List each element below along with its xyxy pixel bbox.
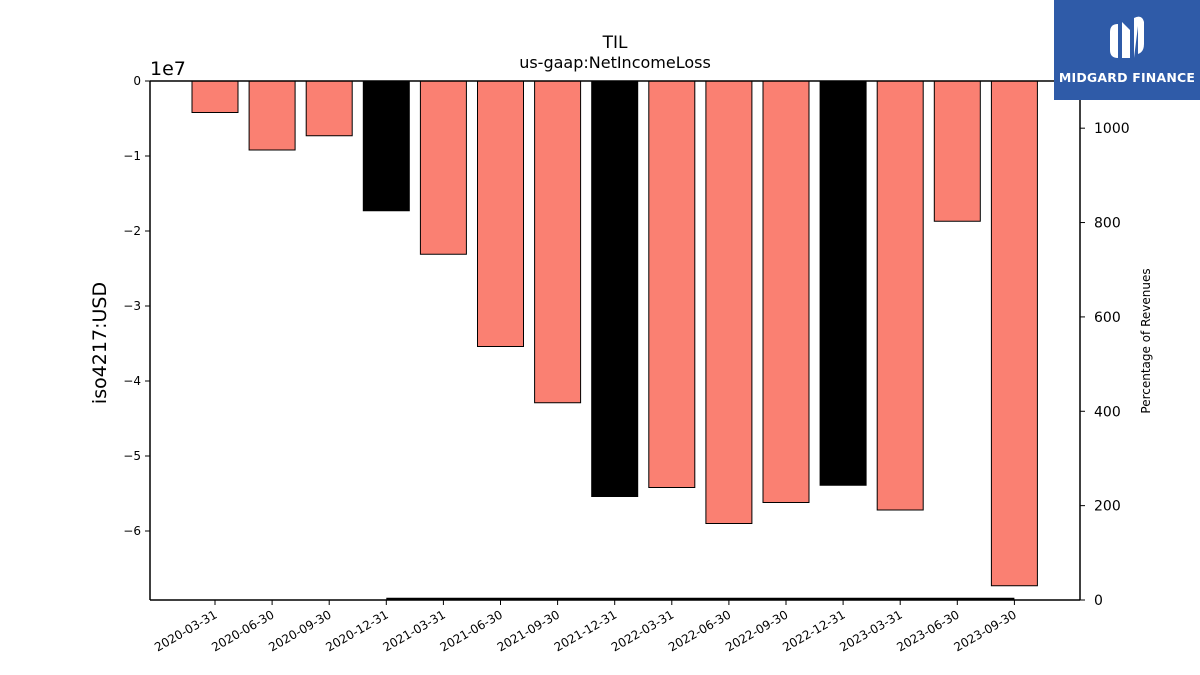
x-tick-label: 2022-09-30 <box>723 607 790 654</box>
bar-2023-06-30 <box>933 80 981 222</box>
bar-2020-06-30 <box>248 80 296 151</box>
bar-2023-09-30 <box>990 80 1038 587</box>
bar-2020-12-31 <box>362 80 410 212</box>
bar-2020-03-31 <box>191 80 239 113</box>
y-tick-label: −5 <box>123 449 141 463</box>
bar-2021-03-31 <box>419 80 467 255</box>
bar-2020-09-30 <box>305 80 353 137</box>
y-tick-label: −6 <box>123 524 141 538</box>
x-tick-label: 2021-06-30 <box>438 607 505 654</box>
y2-tick-label: 400 <box>1094 404 1121 420</box>
y2-tick-label: 200 <box>1094 499 1121 515</box>
y2-tick-label: 800 <box>1094 216 1121 232</box>
logo-text: MIDGARD FINANCE <box>1058 70 1196 85</box>
bar-2023-03-31 <box>876 80 924 511</box>
y-tick-label: −1 <box>123 149 141 163</box>
bar-2021-12-31 <box>591 80 639 497</box>
bar-2022-06-30 <box>705 80 753 524</box>
y-tick-label: −2 <box>123 224 141 238</box>
y2-tick-label: 600 <box>1094 310 1121 326</box>
bar-2021-06-30 <box>477 80 524 347</box>
midgard-logo-icon <box>1110 16 1144 59</box>
x-tick-label: 2020-09-30 <box>266 607 333 654</box>
bar-2022-09-30 <box>762 80 810 503</box>
y-tick-label: −3 <box>123 299 141 313</box>
chart-title: TIL <box>602 33 628 53</box>
x-tick-label: 2021-12-31 <box>552 607 619 654</box>
bar-2021-09-30 <box>534 80 582 404</box>
bar-2022-03-31 <box>648 80 696 488</box>
y2-tick-label: 1000 <box>1094 121 1130 137</box>
x-tick-label: 2021-03-31 <box>380 607 447 654</box>
y2-tick-label: 0 <box>1094 593 1103 609</box>
x-tick-label: 2022-06-30 <box>666 607 733 654</box>
x-tick-label: 2020-03-31 <box>152 607 219 654</box>
y-tick-label: 0 <box>133 74 141 88</box>
y-scale-label: 1e7 <box>150 58 186 80</box>
x-tick-label: 2021-09-30 <box>495 607 562 654</box>
bar-2022-12-31 <box>819 80 867 486</box>
y2-axis-label: Percentage of Revenues <box>1139 268 1153 413</box>
y-axis-label: iso4217:USD <box>89 282 111 404</box>
x-tick-label: 2023-06-30 <box>894 607 961 654</box>
midgard-finance-logo: MIDGARD FINANCE <box>1054 0 1200 100</box>
y-tick-label: −4 <box>123 374 141 388</box>
chart-subtitle: us-gaap:NetIncomeLoss <box>519 53 711 72</box>
x-tick-label: 2022-03-31 <box>609 607 676 654</box>
x-tick-label: 2020-12-31 <box>323 607 390 654</box>
x-tick-label: 2023-09-30 <box>951 607 1018 654</box>
x-tick-label: 2023-03-31 <box>837 607 904 654</box>
x-tick-label: 2020-06-30 <box>209 607 276 654</box>
x-tick-label: 2022-12-31 <box>780 607 847 654</box>
